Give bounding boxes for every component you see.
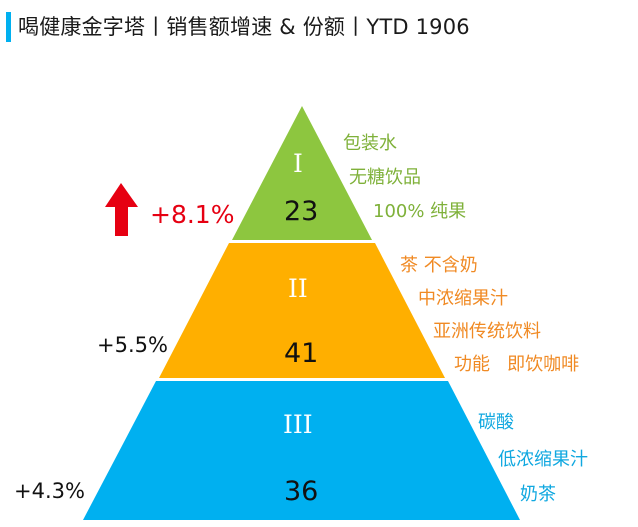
page-title: 喝健康金字塔丨销售额增速 & 份额丨YTD 1906 bbox=[18, 15, 470, 39]
title-accent-bar bbox=[6, 12, 11, 42]
tier-1-share: 23 bbox=[284, 196, 319, 227]
tier-3-share: 36 bbox=[284, 476, 319, 507]
tier-3-numeral: III bbox=[283, 410, 313, 439]
pyramid-tier-2 bbox=[159, 243, 445, 378]
tier-2-category: 中浓缩果汁 bbox=[418, 288, 508, 309]
tier-3-category: 低浓缩果汁 bbox=[498, 449, 588, 470]
tier-1-category: 100% 纯果 bbox=[373, 201, 467, 222]
tier-1-numeral: I bbox=[293, 149, 303, 178]
tier-3-growth: +4.3% bbox=[14, 479, 85, 503]
pyramid-tier-3 bbox=[83, 381, 520, 520]
tier-2-category: 茶 不含奶 bbox=[400, 255, 478, 276]
tier-2-numeral: II bbox=[288, 274, 308, 303]
tier-2-category: 功能 即饮咖啡 bbox=[454, 354, 580, 375]
tier-3-category: 碳酸 bbox=[478, 412, 514, 433]
tier-2-share: 41 bbox=[284, 338, 319, 369]
tier-1-category: 无糖饮品 bbox=[349, 167, 421, 188]
tier-1-category: 包装水 bbox=[343, 133, 397, 154]
tier-1-growth: +8.1% bbox=[150, 200, 235, 229]
pyramid-tier-1 bbox=[232, 106, 372, 240]
tier-2-growth: +5.5% bbox=[97, 333, 168, 357]
tier-3-category: 奶茶 bbox=[520, 484, 556, 505]
tier-2-category: 亚洲传统饮料 bbox=[433, 321, 541, 342]
up-arrow-icon bbox=[105, 183, 138, 236]
